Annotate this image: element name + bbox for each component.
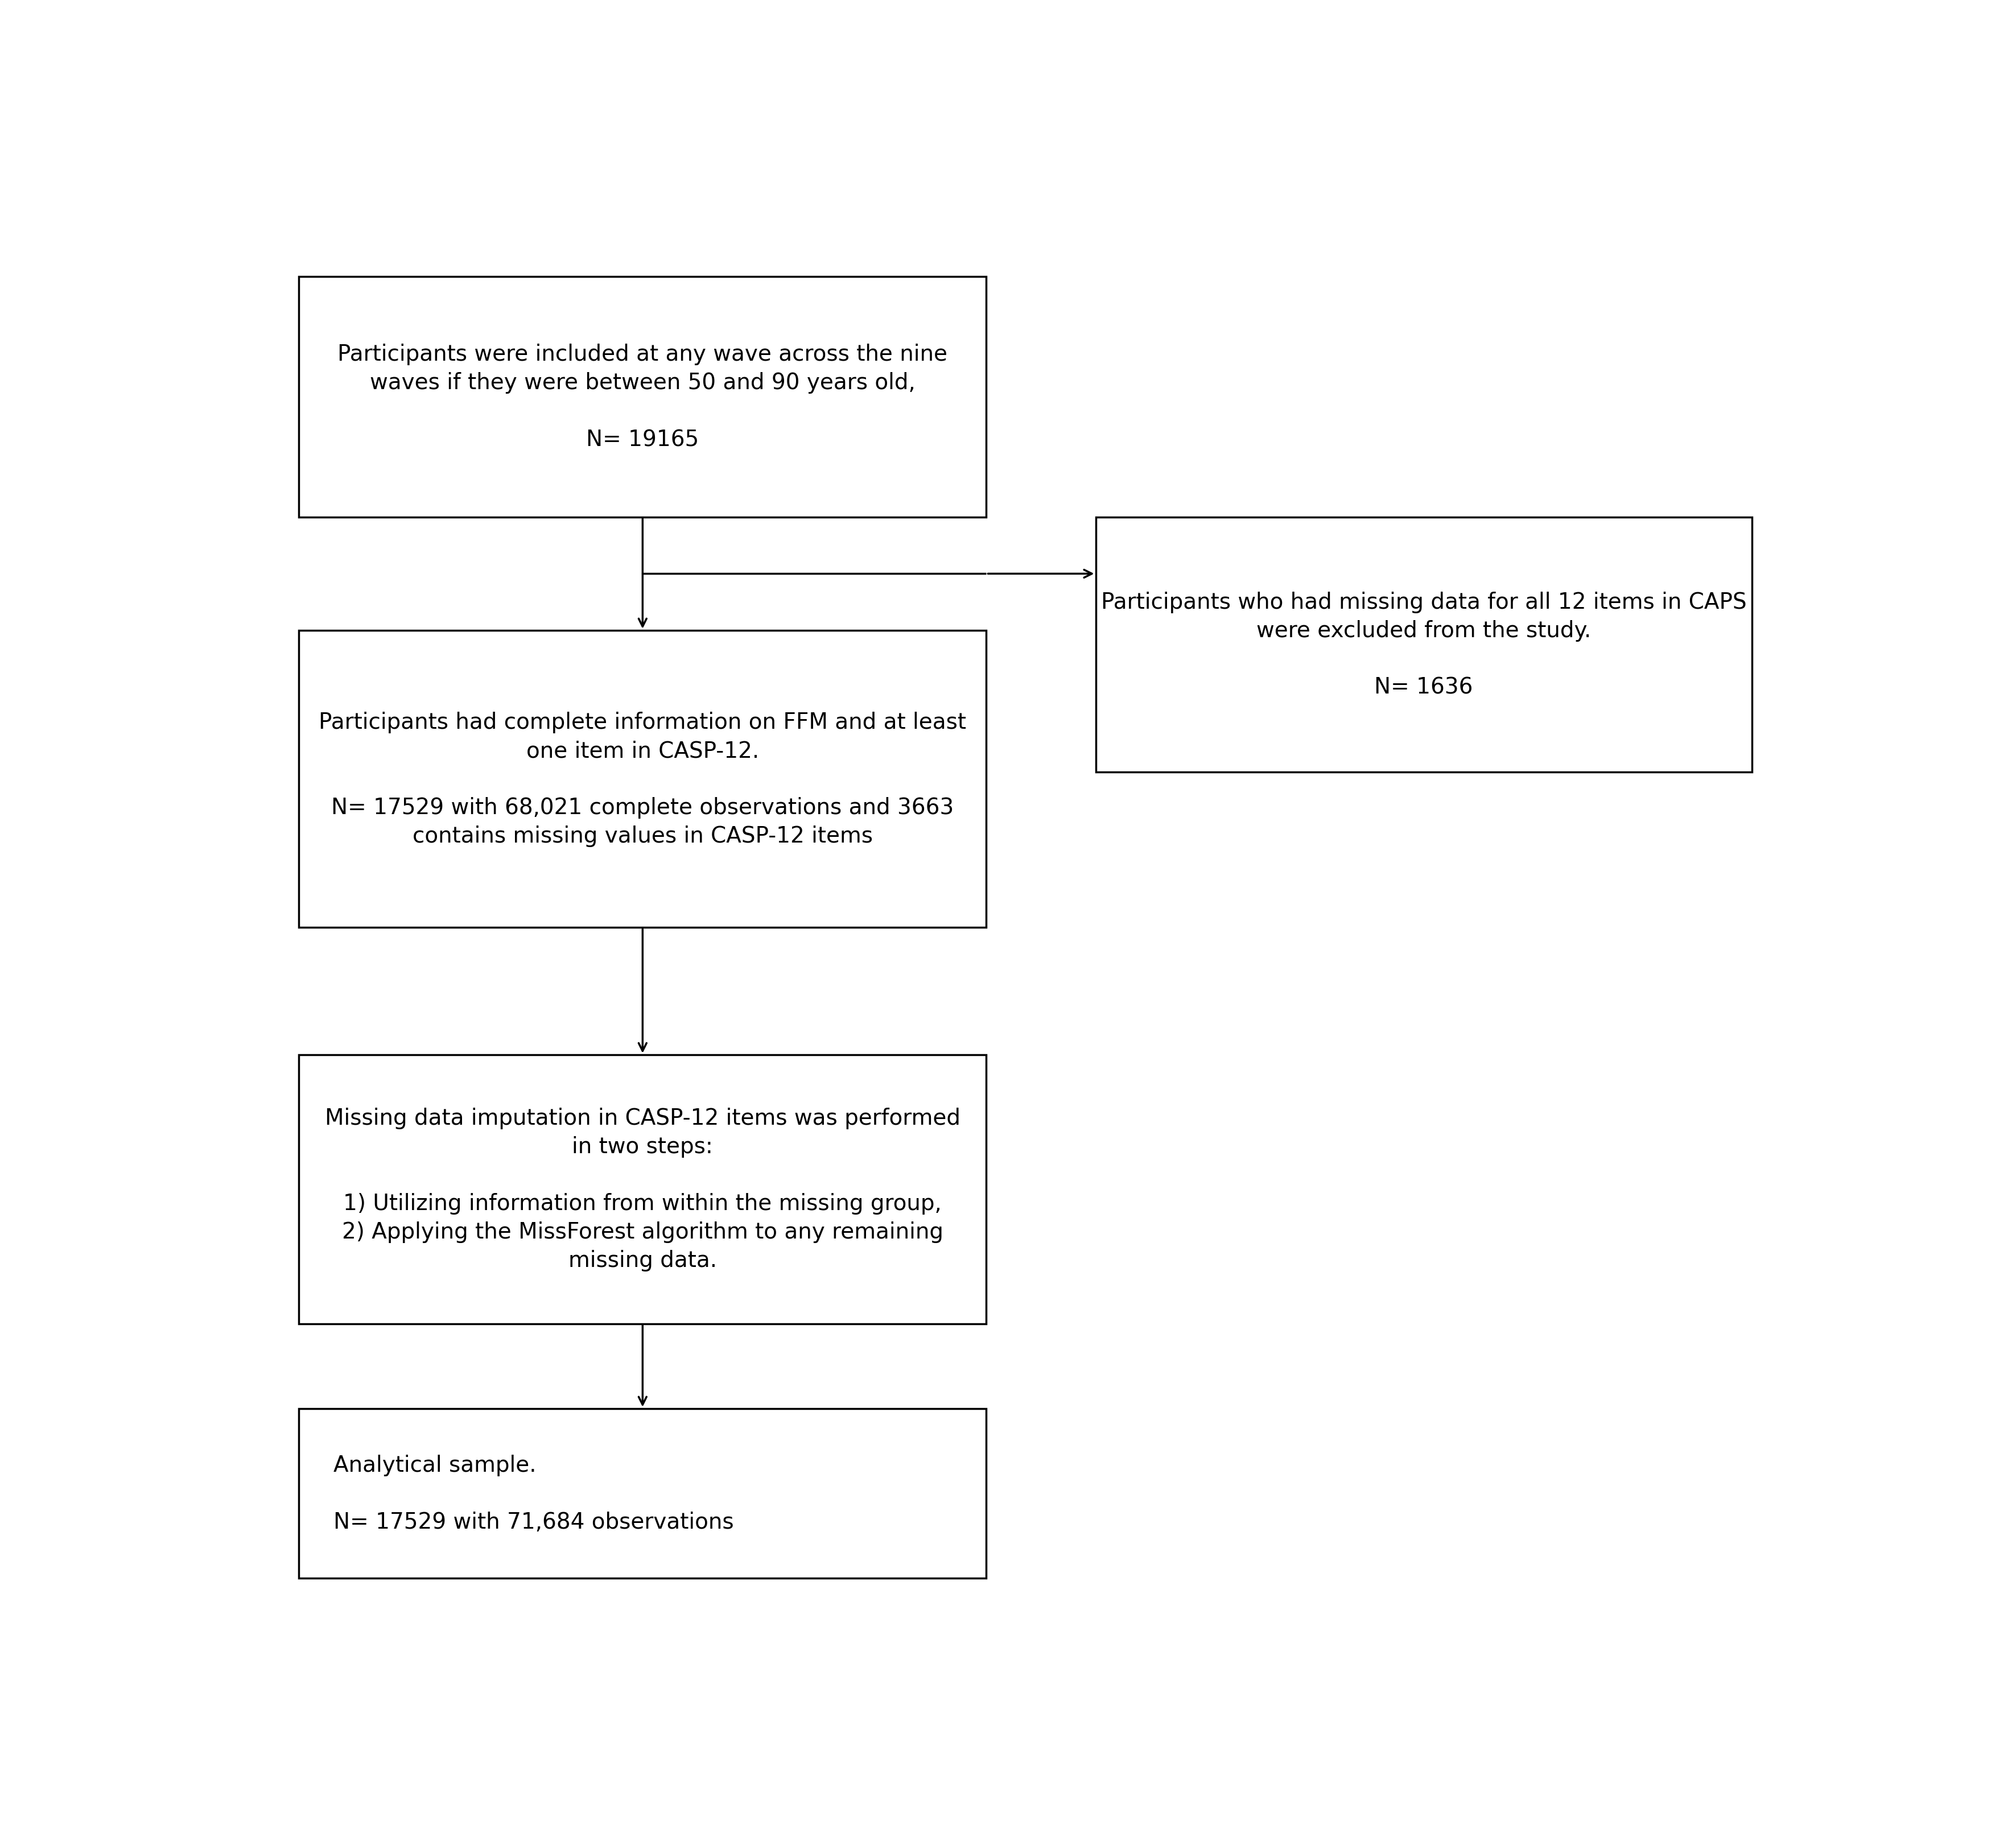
Text: Analytical sample.

N= 17529 with 71,684 observations: Analytical sample. N= 17529 with 71,684 … <box>333 1455 734 1532</box>
Text: Participants were included at any wave across the nine
waves if they were betwee: Participants were included at any wave a… <box>337 344 948 450</box>
Bar <box>298 1054 986 1324</box>
Text: Participants had complete information on FFM and at least
one item in CASP-12.

: Participants had complete information on… <box>319 711 966 847</box>
Bar <box>298 1409 986 1578</box>
Bar <box>1097 518 1752 772</box>
Bar <box>298 277 986 518</box>
Text: Missing data imputation in CASP-12 items was performed
in two steps:

1) Utilizi: Missing data imputation in CASP-12 items… <box>325 1108 960 1271</box>
Bar <box>298 630 986 928</box>
Text: Participants who had missing data for all 12 items in CAPS
were excluded from th: Participants who had missing data for al… <box>1101 592 1746 698</box>
